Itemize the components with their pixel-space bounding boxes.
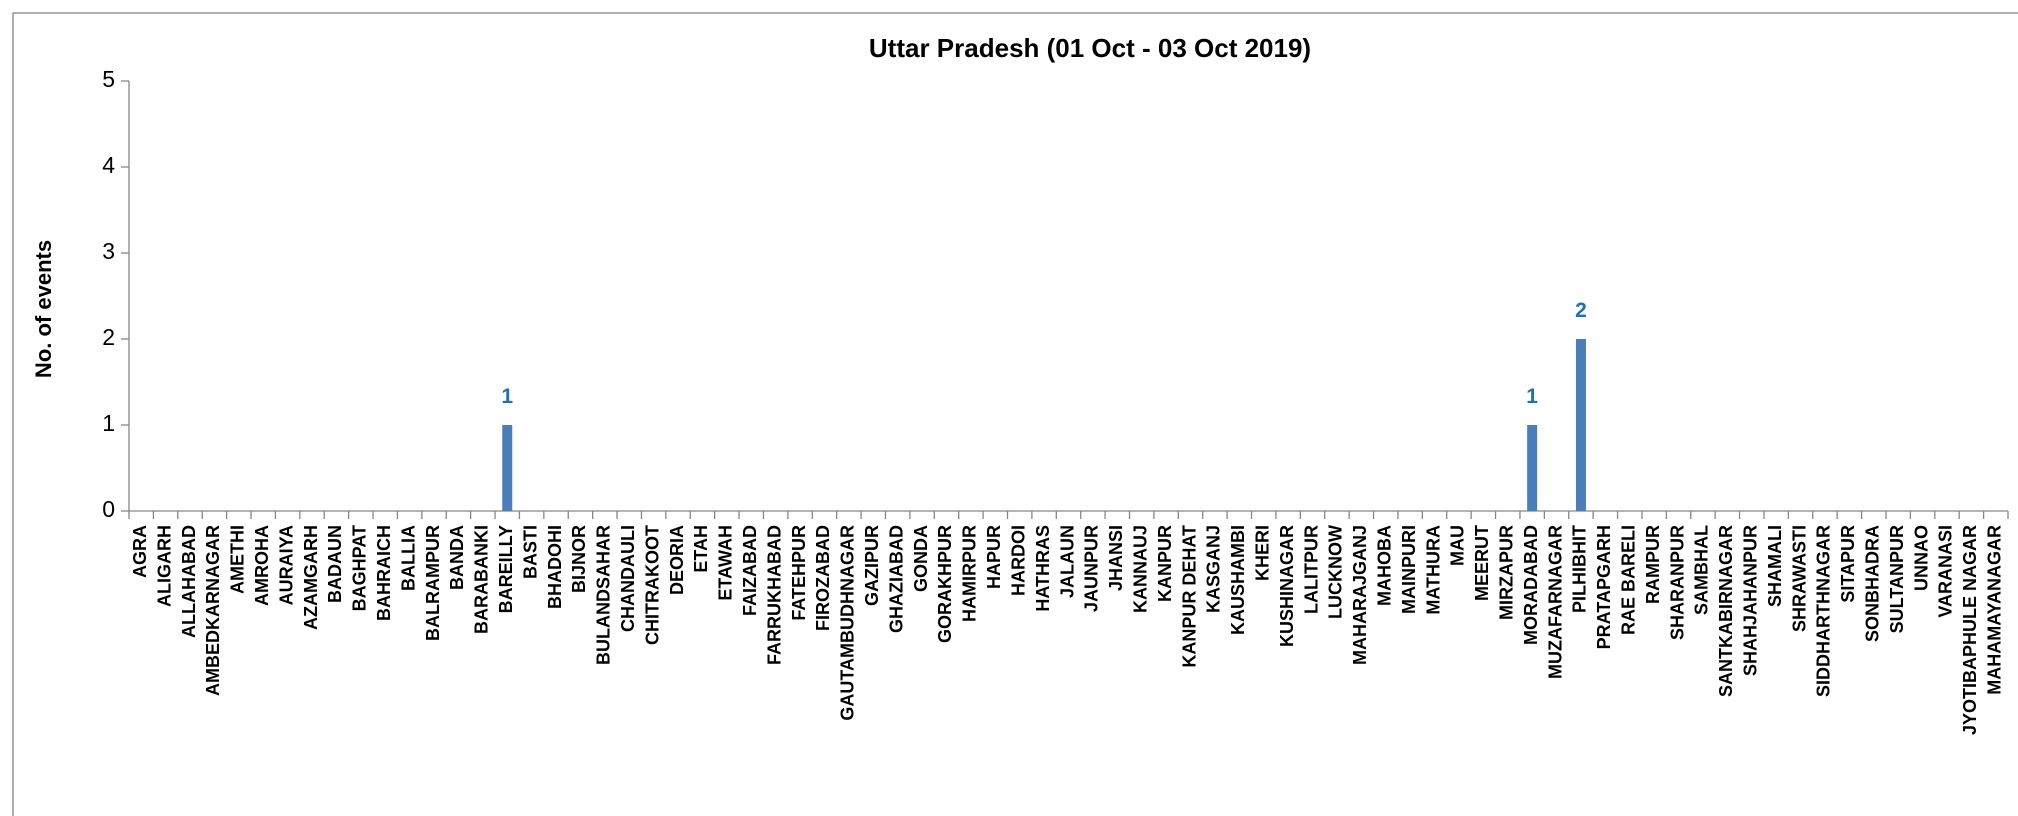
x-tick-label: MORADABAD <box>1521 525 1541 645</box>
x-tick-label: AMETHI <box>228 525 248 594</box>
y-tick-label: 2 <box>102 324 115 350</box>
x-tick-label: LUCKNOW <box>1326 525 1346 619</box>
x-tick-label: HATHRAS <box>1033 525 1053 612</box>
y-tick-label: 4 <box>102 152 115 178</box>
y-tick-label: 3 <box>102 238 115 264</box>
x-tick-label: RAMPUR <box>1643 525 1663 604</box>
x-tick-label: RAE BARELI <box>1619 525 1639 635</box>
y-tick-label: 1 <box>102 410 115 436</box>
chart-title: Uttar Pradesh (01 Oct - 03 Oct 2019) <box>869 33 1311 63</box>
x-tick-label: MAHARAJGANJ <box>1350 525 1370 665</box>
x-tick-label: KHERI <box>1252 525 1272 581</box>
x-tick-label: KUSHINAGAR <box>1277 525 1297 647</box>
x-tick-label: PRATAPGARH <box>1594 525 1614 649</box>
x-tick-label: CHITRAKOOT <box>642 525 662 645</box>
x-tick-label: BULANDSAHAR <box>594 525 614 665</box>
x-tick-label: MAU <box>1448 525 1468 566</box>
x-tick-label: FIROZABAD <box>813 525 833 631</box>
x-tick-label: GONDA <box>911 525 931 592</box>
x-tick-label: FATEHPUR <box>789 525 809 621</box>
x-tick-label: GORAKHPUR <box>935 525 955 643</box>
x-tick-label: SULTANPUR <box>1887 525 1907 633</box>
x-tick-label: SONBHADRA <box>1863 525 1883 642</box>
x-tick-label: DEORIA <box>667 525 687 595</box>
y-axis-label: No. of events <box>31 240 56 378</box>
x-tick-label: BIJNOR <box>569 525 589 593</box>
x-tick-label: GHAZIABAD <box>886 525 906 633</box>
x-tick-label: JALAUN <box>1057 525 1077 598</box>
x-tick-label: SHAMALI <box>1765 525 1785 607</box>
x-tick-label: MIRZAPUR <box>1496 525 1516 620</box>
x-tick-label: FARRUKHABAD <box>764 525 784 665</box>
value-label: 1 <box>501 385 513 408</box>
y-tick-label: 5 <box>102 66 115 92</box>
x-tick-label: SITAPUR <box>1838 525 1858 603</box>
x-tick-label: VARANASI <box>1936 525 1956 618</box>
x-tick-label: HAMIRPUR <box>960 525 980 622</box>
x-tick-label: PILHIBHIT <box>1570 525 1590 613</box>
x-tick-label: MATHURA <box>1423 525 1443 615</box>
x-tick-label: BALRAMPUR <box>423 525 443 641</box>
x-tick-label: AGRA <box>130 525 150 578</box>
bar <box>502 425 513 511</box>
x-tick-label: CHANDAULI <box>618 525 638 632</box>
x-tick-label: BHADOHI <box>545 525 565 609</box>
x-tick-label: AMBEDKARNAGAR <box>203 525 223 696</box>
x-tick-label: ETAWAH <box>716 525 736 601</box>
x-tick-label: KANNAUJ <box>1130 525 1150 613</box>
bar <box>1527 425 1538 511</box>
x-tick-label: HAPUR <box>984 525 1004 589</box>
x-tick-label: GAZIPUR <box>862 525 882 606</box>
x-tick-label: SIDDHARTHNAGAR <box>1814 525 1834 697</box>
x-tick-label: MAHOBA <box>1374 525 1394 606</box>
y-tick-label: 0 <box>102 496 115 522</box>
x-tick-label: AZAMGARH <box>301 525 321 630</box>
x-tick-label: HARDOI <box>1008 525 1028 596</box>
x-tick-label: BAGHPAT <box>350 525 370 611</box>
x-tick-label: MAINPURI <box>1399 525 1419 614</box>
x-tick-label: SHRAWASTI <box>1789 525 1809 632</box>
x-tick-label: BASTI <box>520 525 540 579</box>
chart-border <box>12 12 2018 816</box>
x-tick-label: ETAH <box>691 525 711 573</box>
x-tick-label: BARABANKI <box>472 525 492 634</box>
x-tick-label: KANPUR <box>1155 525 1175 602</box>
x-tick-label: JAUNPUR <box>1082 525 1102 612</box>
x-tick-label: BAHRAICH <box>374 525 394 621</box>
x-tick-label: MEERUT <box>1472 525 1492 601</box>
x-tick-label: KANPUR DEHAT <box>1179 525 1199 668</box>
x-tick-label: JYOTIBAPHULE NAGAR <box>1960 525 1980 735</box>
x-tick-label: BALLIA <box>398 525 418 591</box>
x-tick-label: SHAHJAHANPUR <box>1741 525 1761 676</box>
x-tick-label: MUZAFARNAGAR <box>1545 525 1565 679</box>
x-tick-label: SHARANPUR <box>1667 525 1687 640</box>
x-tick-label: KAUSHAMBI <box>1228 525 1248 635</box>
x-tick-label: GAUTAMBUDHNAGAR <box>838 525 858 721</box>
value-label: 2 <box>1575 299 1587 322</box>
value-label: 1 <box>1526 385 1538 408</box>
x-tick-label: JHANSI <box>1106 525 1126 591</box>
x-tick-label: BAREILLY <box>496 525 516 613</box>
x-tick-label: AMROHA <box>252 525 272 606</box>
x-tick-label: ALIGARH <box>154 525 174 607</box>
x-tick-label: UNNAO <box>1911 525 1931 591</box>
x-tick-label: MAHAMAYANAGAR <box>1985 525 2005 695</box>
x-tick-label: BADAUN <box>325 525 345 603</box>
x-tick-label: LALITPUR <box>1301 525 1321 614</box>
bar <box>1575 339 1586 511</box>
x-tick-label: BANDA <box>447 525 467 590</box>
x-tick-label: KASGANJ <box>1204 525 1224 613</box>
x-tick-label: ALLAHABAD <box>179 525 199 638</box>
x-tick-label: FAIZABAD <box>740 525 760 616</box>
x-tick-label: SANTKABIRNAGAR <box>1716 525 1736 697</box>
x-tick-label: SAMBHAL <box>1692 525 1712 615</box>
x-tick-label: AURAIYA <box>276 525 296 605</box>
